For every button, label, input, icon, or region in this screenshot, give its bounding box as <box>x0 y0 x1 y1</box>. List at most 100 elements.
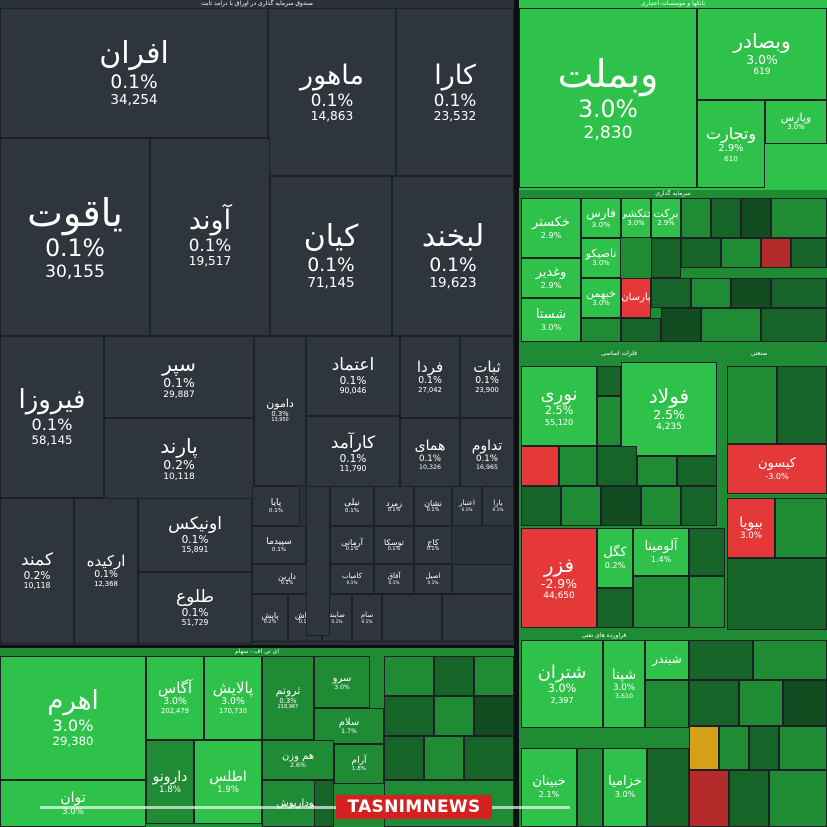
stock-tile[interactable]: کارآمد 0.1% 11,790 <box>306 416 400 492</box>
stock-tile[interactable]: وپارس 3.0% <box>765 100 827 144</box>
minor-stock-tile[interactable] <box>633 576 689 628</box>
stock-tile[interactable]: کمند 0.2% 10,118 <box>0 498 74 644</box>
minor-stock-tile[interactable] <box>777 366 827 444</box>
minor-stock-tile[interactable] <box>474 696 514 736</box>
stock-tile[interactable]: اونیکس 0.1% 15,891 <box>138 498 252 572</box>
stock-tile[interactable]: فولاد 2.5% 4,235 <box>621 362 717 456</box>
stock-tile[interactable]: دامون 0.3% 13,950 <box>254 336 306 486</box>
minor-stock-tile[interactable] <box>651 238 681 278</box>
stock-tile[interactable]: تداوم 0.1% 16,965 <box>460 418 514 492</box>
stock-tile[interactable]: پارسان <box>621 278 651 318</box>
stock-tile[interactable]: هم وزن 2.6% <box>262 740 334 780</box>
stock-tile[interactable]: سپیدما 0.1% <box>252 526 306 564</box>
stock-tile[interactable]: اعتماد 0.1% 90,046 <box>306 336 400 416</box>
stock-tile[interactable]: آگاس 3.0% 202,479 <box>146 656 204 740</box>
stock-tile[interactable]: اعتبار 0.1% <box>452 486 482 526</box>
stock-tile[interactable]: ماهور 0.1% 14,863 <box>268 8 396 176</box>
minor-stock-tile[interactable] <box>681 198 711 238</box>
stock-tile[interactable]: نوری 2.5% 55,120 <box>521 366 597 446</box>
minor-stock-tile[interactable] <box>382 594 442 642</box>
minor-stock-tile[interactable] <box>601 486 641 526</box>
stock-tile[interactable]: آفاق 0.1% <box>374 564 414 594</box>
stock-tile[interactable]: آرام 1.8% <box>334 744 384 784</box>
minor-stock-tile[interactable] <box>681 238 721 268</box>
stock-tile[interactable]: اصیل 0.1% <box>414 564 452 594</box>
stock-tile[interactable]: شستا 3.0% <box>521 298 581 342</box>
stock-tile[interactable]: نیلی 0.1% <box>330 486 374 526</box>
minor-stock-tile[interactable] <box>739 680 783 726</box>
minor-stock-tile[interactable] <box>783 680 827 726</box>
stock-tile[interactable]: سام 0.1% <box>352 594 382 642</box>
minor-stock-tile[interactable] <box>384 696 434 736</box>
minor-stock-tile[interactable] <box>661 308 701 342</box>
minor-stock-tile[interactable] <box>689 726 719 770</box>
minor-stock-tile[interactable] <box>384 656 434 696</box>
minor-stock-tile[interactable] <box>647 748 689 827</box>
minor-stock-tile[interactable] <box>641 486 681 526</box>
stock-tile[interactable]: فزر -2.9% 44,650 <box>521 528 597 628</box>
minor-stock-tile[interactable] <box>771 278 827 308</box>
minor-stock-tile[interactable] <box>442 594 514 642</box>
minor-stock-tile[interactable] <box>452 564 514 594</box>
stock-tile[interactable]: همای 0.1% 10,326 <box>400 418 460 492</box>
minor-stock-tile[interactable] <box>645 680 689 728</box>
stock-tile[interactable]: اهرم 3.0% 29,380 <box>0 656 146 780</box>
stock-tile[interactable]: بیویا 3.0% <box>727 498 775 558</box>
stock-tile[interactable]: کامیاب 0.1% <box>330 564 374 594</box>
stock-tile[interactable]: نشان 0.1% <box>414 486 452 526</box>
stock-tile[interactable]: شبندر <box>645 640 689 680</box>
minor-stock-tile[interactable] <box>689 680 739 726</box>
stock-tile[interactable]: خبینان 2.1% <box>521 748 577 827</box>
stock-tile[interactable]: خکستر 2.9% <box>521 198 581 258</box>
stock-tile[interactable]: پایش 0.2% <box>252 594 288 642</box>
minor-stock-tile[interactable] <box>306 486 330 636</box>
stock-tile[interactable]: طلوع 0.1% 51,729 <box>138 572 252 644</box>
stock-tile[interactable]: پارند 0.2% 10,118 <box>104 418 254 500</box>
minor-stock-tile[interactable] <box>749 726 779 770</box>
stock-tile[interactable]: ارکیده 0.1% 12,368 <box>74 498 138 644</box>
minor-stock-tile[interactable] <box>597 366 621 396</box>
stock-tile[interactable]: سرو 3.0% <box>314 656 370 708</box>
minor-stock-tile[interactable] <box>779 726 827 770</box>
stock-tile[interactable]: آلومینا 1.4% <box>633 528 689 576</box>
stock-tile[interactable]: دارونو 1.8% <box>146 740 194 824</box>
minor-stock-tile[interactable] <box>741 198 771 238</box>
minor-stock-tile[interactable] <box>637 456 677 486</box>
minor-stock-tile[interactable] <box>689 528 725 576</box>
minor-stock-tile[interactable] <box>721 238 761 268</box>
stock-tile[interactable]: آوند 0.1% 19,517 <box>150 138 270 336</box>
minor-stock-tile[interactable] <box>521 446 559 486</box>
stock-tile[interactable]: زمرد 0.1% <box>374 486 414 526</box>
minor-stock-tile[interactable] <box>729 770 769 827</box>
stock-tile[interactable]: اطلس 1.9% <box>194 740 262 824</box>
minor-stock-tile[interactable] <box>691 278 731 308</box>
minor-stock-tile[interactable] <box>597 588 633 628</box>
stock-tile[interactable]: کارا 0.1% 23,532 <box>396 8 514 176</box>
stock-tile[interactable]: وبملت 3.0% 2,830 <box>519 8 697 188</box>
minor-stock-tile[interactable] <box>474 656 514 696</box>
minor-stock-tile[interactable] <box>727 558 827 630</box>
stock-tile[interactable]: پالایش 3.0% 170,730 <box>204 656 262 740</box>
stock-tile[interactable]: خبهمن 3.0% <box>581 278 621 318</box>
minor-stock-tile[interactable] <box>424 736 464 780</box>
minor-stock-tile[interactable] <box>559 446 597 486</box>
minor-stock-tile[interactable] <box>727 366 777 444</box>
stock-tile[interactable]: فارس 3.0% <box>581 198 621 238</box>
minor-stock-tile[interactable] <box>761 308 827 342</box>
minor-stock-tile[interactable] <box>464 736 514 780</box>
stock-tile[interactable]: سلام 1.7% <box>314 708 384 744</box>
minor-stock-tile[interactable] <box>791 238 827 268</box>
minor-stock-tile[interactable] <box>771 198 827 238</box>
minor-stock-tile[interactable] <box>314 780 334 827</box>
stock-tile[interactable]: کیسون -3.0% <box>727 444 827 494</box>
stock-tile[interactable]: شپنا 3.0% 3,610 <box>603 640 645 728</box>
stock-tile[interactable]: تاصیکو 3.0% <box>581 238 621 278</box>
stock-tile[interactable]: وبصادر 3.0% 619 <box>697 8 827 100</box>
stock-tile[interactable]: شتران 3.0% 2,397 <box>521 640 603 728</box>
minor-stock-tile[interactable] <box>689 576 725 628</box>
minor-stock-tile[interactable] <box>677 456 717 486</box>
minor-stock-tile[interactable] <box>384 736 424 780</box>
minor-stock-tile[interactable] <box>769 770 827 827</box>
stock-tile[interactable]: ثروتم 0.3% 218,967 <box>262 656 314 740</box>
stock-tile[interactable]: لبخند 0.1% 19,623 <box>392 176 514 336</box>
